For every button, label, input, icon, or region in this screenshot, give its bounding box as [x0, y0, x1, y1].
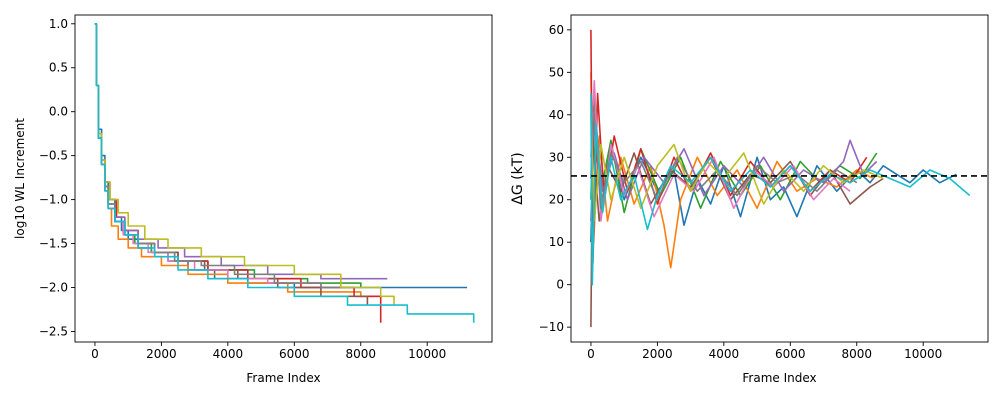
y-tick-label: −0.5 [39, 149, 68, 163]
right-panel-delta-g: 0 2000 4000 6000 8000 10000 60 50 40 30 20 10 0 −10 Fr… [510, 14, 989, 385]
y-tick-label: 50 [549, 65, 564, 79]
x-tick-label: 0 [91, 347, 99, 361]
y-tick-label: −1.0 [39, 193, 68, 207]
series-group [590, 29, 971, 328]
y-tick-label: −10 [539, 320, 564, 334]
x-tick-label: 0 [587, 347, 595, 361]
y-tick-label: 30 [549, 150, 564, 164]
y-tick-label: 1.0 [49, 17, 68, 31]
x-tick-label: 10000 [904, 347, 942, 361]
x-tick-label: 10000 [408, 347, 446, 361]
series-line-8 [590, 105, 858, 209]
series-line-10 [94, 23, 475, 323]
series-line-2 [94, 23, 378, 298]
y-tick-label: −2.0 [39, 281, 68, 295]
axes-frame [570, 14, 989, 343]
series-line-9 [94, 23, 395, 306]
y-axis-label: log10 WL Increment [13, 118, 27, 239]
x-tick-label: 4000 [709, 347, 740, 361]
y-tick-label: 0.0 [49, 105, 68, 119]
y-tick-label: 40 [549, 108, 564, 122]
series-line-6 [94, 23, 369, 306]
x-tick-label: 6000 [775, 347, 806, 361]
y-tick-label: 20 [549, 193, 564, 207]
axes-frame [74, 14, 493, 343]
x-tick-label: 8000 [345, 347, 376, 361]
x-tick-label: 4000 [213, 347, 244, 361]
x-axis-label: Frame Index [246, 371, 320, 385]
y-tick-label: 0.5 [49, 61, 68, 75]
x-tick-label: 6000 [279, 347, 310, 361]
x-tick-label: 2000 [642, 347, 673, 361]
series-line-5 [590, 114, 878, 222]
x-tick-label: 2000 [146, 347, 177, 361]
series-line-10 [590, 93, 971, 286]
x-axis-label: Frame Index [742, 371, 816, 385]
series-group [94, 23, 475, 323]
y-tick-label: −1.5 [39, 237, 68, 251]
x-tick-label: 8000 [841, 347, 872, 361]
y-axis-label: ΔG (kT) [510, 152, 526, 204]
left-panel-wl-increment: 0 2000 4000 6000 8000 10000 1.0 0.5 0.0 −0.5 −1.0 −… [13, 14, 493, 385]
y-tick-label: 60 [549, 23, 564, 37]
series-line-7 [590, 80, 851, 222]
y-tick-label: −2.5 [39, 324, 68, 338]
series-line-4 [590, 29, 868, 265]
y-tick-label: 10 [549, 235, 564, 249]
y-tick-label: 0 [556, 278, 564, 292]
